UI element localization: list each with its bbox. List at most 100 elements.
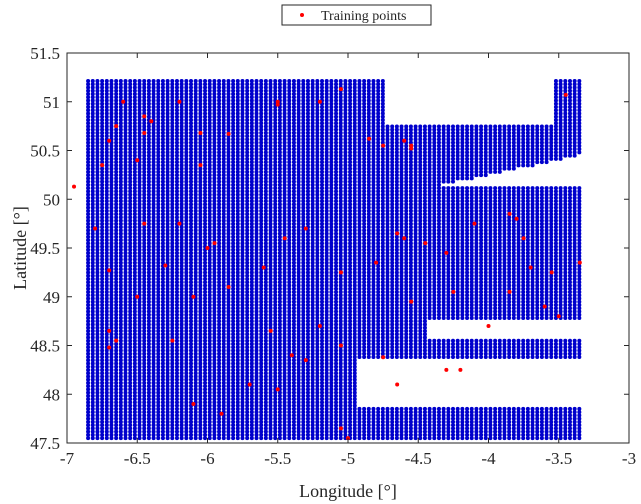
grid-point — [86, 130, 91, 135]
grid-point — [90, 393, 95, 398]
grid-point — [86, 78, 91, 83]
grid-point — [156, 78, 161, 83]
grid-point — [86, 303, 91, 308]
grid-point — [100, 296, 105, 301]
grid-point — [95, 163, 100, 168]
grid-point — [95, 328, 100, 333]
grid-point — [100, 153, 105, 158]
grid-point — [86, 338, 91, 343]
grid-point — [86, 393, 91, 398]
grid-point — [86, 234, 91, 239]
grid-point — [100, 147, 105, 152]
grid-point — [100, 387, 105, 392]
grid-point — [198, 78, 203, 83]
grid-point — [86, 225, 91, 230]
grid-point — [86, 101, 91, 106]
grid-point — [95, 286, 100, 291]
grid-point — [90, 354, 95, 359]
grid-point — [95, 303, 100, 308]
grid-point — [287, 78, 292, 83]
grid-point — [90, 319, 95, 324]
grid-point — [90, 114, 95, 119]
grid-point — [86, 387, 91, 392]
grid-point — [95, 348, 100, 353]
grid-point — [95, 156, 100, 161]
grid-point — [170, 78, 175, 83]
grid-point — [95, 273, 100, 278]
grid-point — [95, 186, 100, 191]
grid-point — [95, 147, 100, 152]
grid-point — [86, 150, 91, 155]
grid-point — [100, 189, 105, 194]
grid-point — [100, 166, 105, 171]
grid-point — [86, 95, 91, 100]
grid-point — [100, 364, 105, 369]
grid-point — [100, 267, 105, 272]
grid-point — [100, 143, 105, 148]
grid-point — [86, 153, 91, 158]
grid-point — [90, 147, 95, 152]
grid-point — [100, 234, 105, 239]
grid-point — [95, 160, 100, 165]
grid-point — [95, 82, 100, 87]
grid-point — [90, 218, 95, 223]
grid-point — [100, 406, 105, 411]
grid-point — [86, 413, 91, 418]
grid-point — [86, 212, 91, 217]
grid-point — [90, 335, 95, 340]
grid-point — [95, 121, 100, 126]
grid-point — [95, 244, 100, 249]
grid-point — [90, 410, 95, 415]
grid-point — [95, 91, 100, 96]
grid-point — [90, 296, 95, 301]
grid-point — [90, 364, 95, 369]
grid-point — [240, 78, 245, 83]
grid-point — [100, 225, 105, 230]
grid-point — [90, 374, 95, 379]
grid-point — [95, 104, 100, 109]
grid-point — [95, 306, 100, 311]
grid-point — [90, 95, 95, 100]
grid-point — [86, 354, 91, 359]
grid-point — [231, 78, 236, 83]
grid-point — [100, 121, 105, 126]
grid-point — [184, 78, 189, 83]
grid-point — [100, 169, 105, 174]
grid-point — [95, 377, 100, 382]
grid-point — [95, 384, 100, 389]
grid-point — [174, 78, 179, 83]
grid-point — [90, 406, 95, 411]
grid-point — [90, 195, 95, 200]
grid-point — [100, 182, 105, 187]
grid-point — [95, 267, 100, 272]
grid-point — [90, 179, 95, 184]
grid-point — [86, 260, 91, 265]
grid-point — [86, 426, 91, 431]
grid-point — [95, 358, 100, 363]
grid-point — [100, 377, 105, 382]
grid-point — [100, 413, 105, 418]
grid-point — [249, 78, 254, 83]
grid-point — [86, 134, 91, 139]
grid-point — [86, 286, 91, 291]
grid-point — [95, 182, 100, 187]
grid-point — [86, 345, 91, 350]
grid-point — [86, 91, 91, 96]
grid-point — [90, 182, 95, 187]
grid-point — [86, 238, 91, 243]
grid-point — [86, 423, 91, 428]
grid-point — [86, 436, 91, 441]
grid-point — [90, 189, 95, 194]
grid-point — [95, 153, 100, 158]
grid-point — [90, 108, 95, 113]
grid-point — [95, 111, 100, 116]
grid-point — [90, 432, 95, 437]
grid-point — [100, 205, 105, 210]
grid-point — [86, 316, 91, 320]
grid-point — [100, 403, 105, 408]
grid-point — [95, 117, 100, 122]
grid-point — [100, 257, 105, 262]
grid-point — [90, 156, 95, 161]
grid-point — [100, 192, 105, 197]
grid-point — [86, 192, 91, 197]
